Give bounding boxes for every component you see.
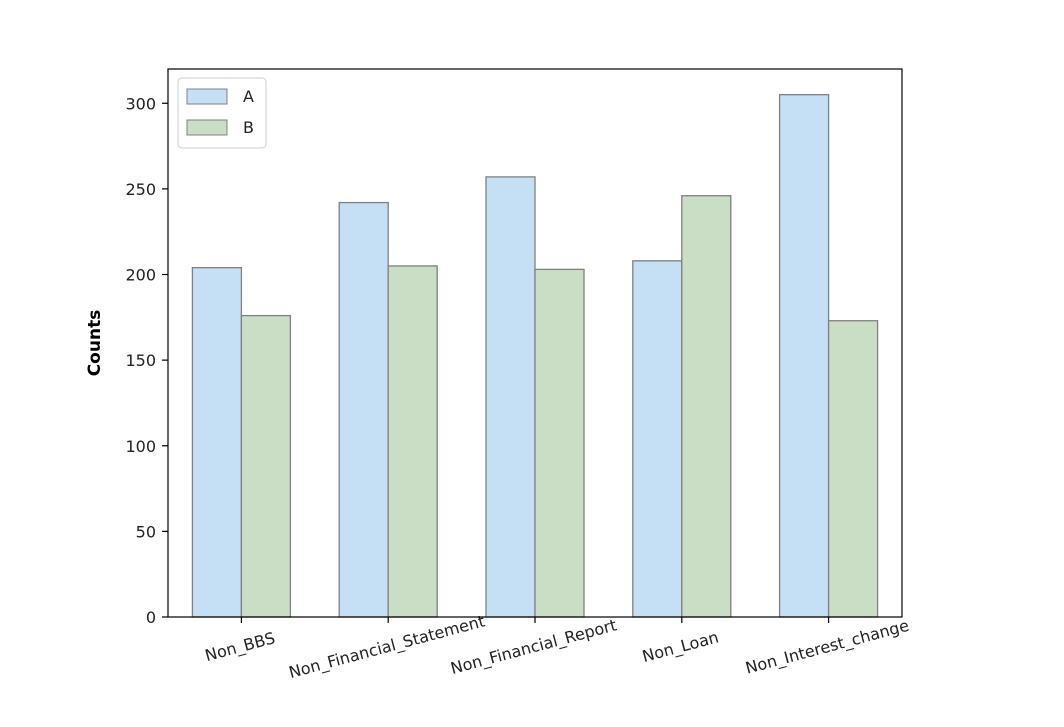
- y-tick-label: 150: [125, 351, 156, 370]
- bar-A-Non_Loan: [632, 260, 683, 618]
- plot-frame: [167, 68, 903, 618]
- y-tick-label: 50: [136, 522, 156, 541]
- y-axis-label: Counts: [85, 310, 105, 377]
- bar-B-Non_Interest_change: [827, 320, 879, 618]
- legend-label-B: B: [243, 118, 254, 137]
- y-tick-label: 100: [125, 437, 156, 456]
- legend-swatch-B: [186, 119, 228, 136]
- bar-A-Non_BBS: [191, 266, 243, 618]
- legend: AB: [177, 77, 267, 149]
- x-axis-ticks: Non_BBS Non_Financial_StatementNon_Financ…: [203, 611, 911, 683]
- x-tick-label: Non_Interest_change: [743, 616, 911, 679]
- bar-B-Non_Financial_Statement: [387, 265, 438, 618]
- bar-B-Non_Loan: [681, 195, 732, 618]
- bar-B-Non_BBS: [240, 314, 292, 618]
- y-tick-label: 0: [146, 608, 156, 627]
- bar-A-Non_Financial_Statement: [338, 201, 389, 618]
- y-axis-ticks: 0 50 100 150 200 250 300: [125, 94, 168, 627]
- y-tick-label: 250: [125, 180, 156, 199]
- legend-swatch-A: [186, 88, 228, 105]
- bar-B-Non_Financial_Report: [534, 268, 585, 618]
- x-tick-label: Non_Loan: [640, 627, 721, 667]
- x-tick-label: Non_BBS: [203, 628, 277, 666]
- y-tick-label: 300: [125, 94, 156, 113]
- bars-layer: [191, 94, 879, 618]
- bar-A-Non_Financial_Report: [485, 176, 536, 618]
- bar-A-Non_Interest_change: [778, 94, 830, 618]
- y-tick-label: 200: [125, 266, 156, 285]
- legend-label-A: A: [243, 87, 254, 106]
